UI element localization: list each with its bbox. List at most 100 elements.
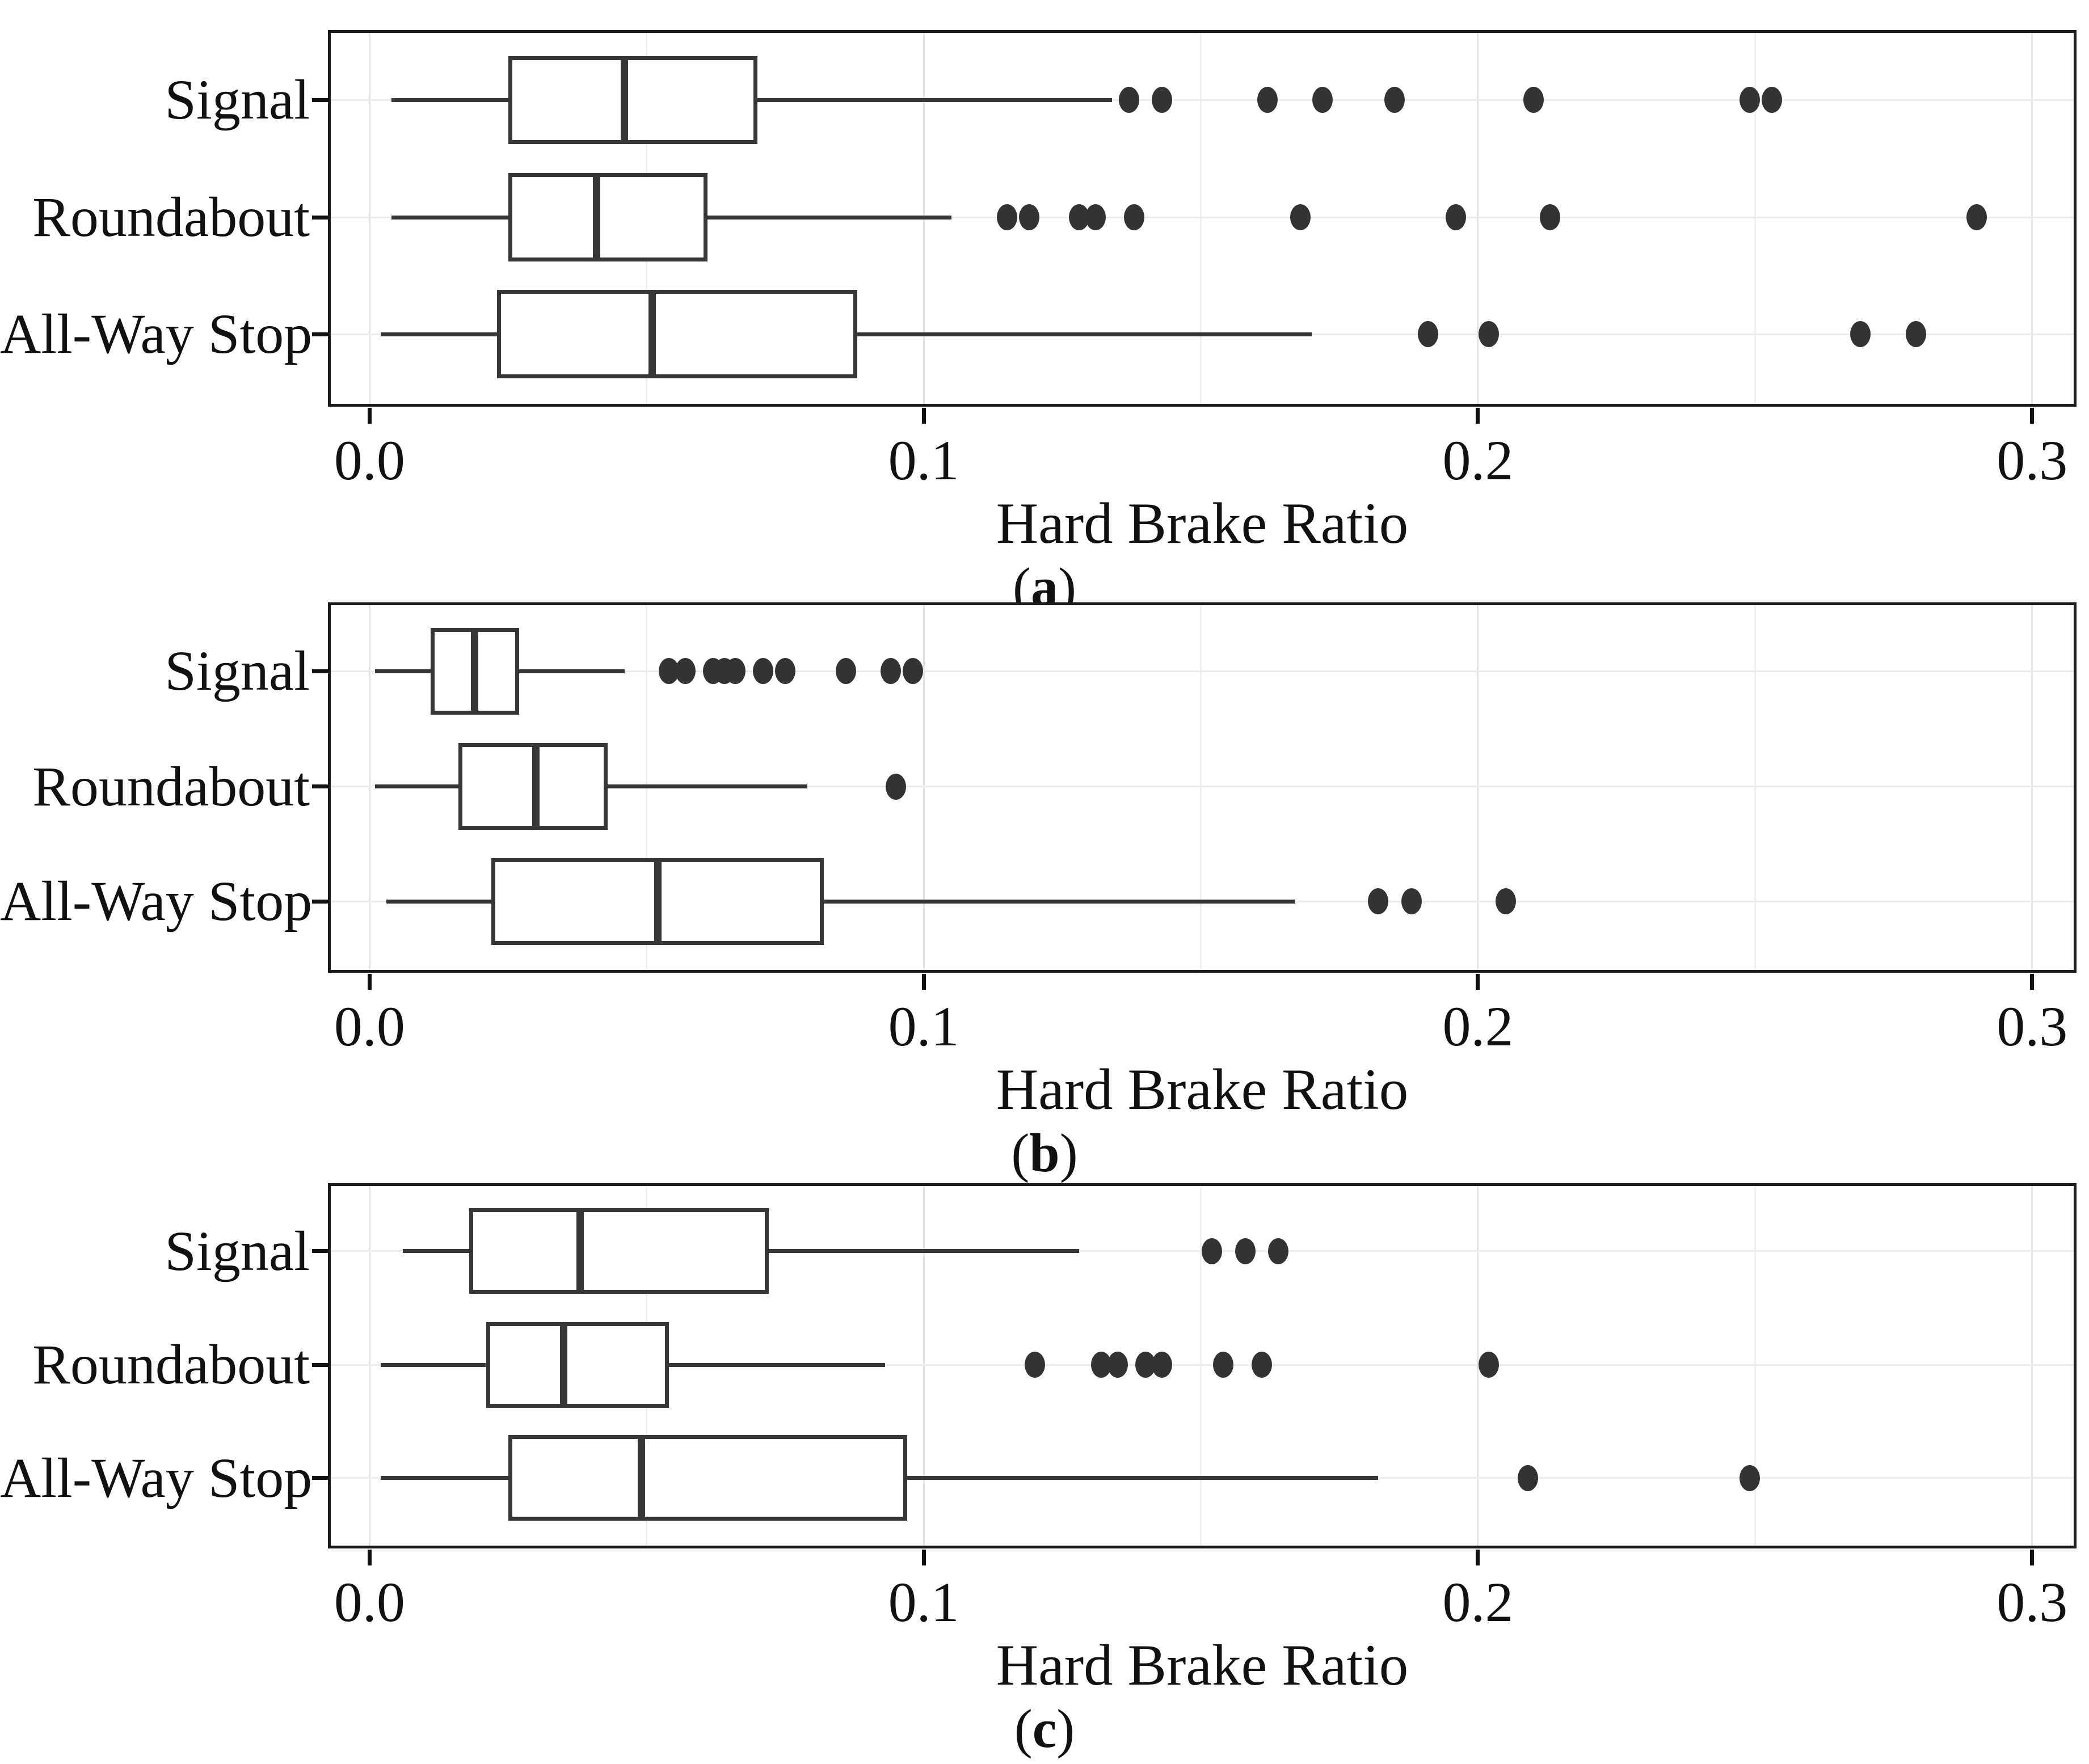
category-label-roundabout: Roundabout — [32, 1333, 310, 1396]
outlier-dot — [1495, 888, 1516, 915]
outlier-dot — [1202, 1238, 1223, 1264]
gridline-major-vertical — [2031, 1186, 2033, 1546]
outlier-dot — [836, 658, 857, 685]
iqr-box — [508, 56, 758, 145]
x-axis-tick-label: 0.1 — [888, 1571, 959, 1634]
outlier-dot — [1257, 87, 1278, 113]
whisker-upper — [757, 98, 1113, 102]
whisker-upper — [768, 1249, 1079, 1254]
outlier-dot — [1739, 87, 1760, 113]
outlier-dot — [1018, 204, 1039, 231]
x-axis-tick — [2030, 974, 2035, 990]
outlier-dot — [752, 658, 773, 685]
outlier-dot — [1850, 321, 1871, 348]
x-axis-tick — [921, 1550, 926, 1565]
outlier-dot — [1152, 1352, 1173, 1378]
gridline-major-vertical — [368, 605, 370, 970]
x-axis-tick — [1476, 408, 1480, 424]
x-axis-tick-label: 0.0 — [334, 1571, 405, 1634]
outlier-dot — [1761, 87, 1782, 113]
iqr-box — [508, 173, 708, 261]
gridline-major-vertical — [923, 605, 925, 970]
outlier-dot — [1966, 204, 1987, 231]
median-line — [593, 173, 601, 261]
outlier-dot — [1268, 1238, 1289, 1264]
gridline-major-vertical — [923, 1186, 925, 1546]
outlier-dot — [1479, 1352, 1500, 1378]
x-axis-tick-label: 0.2 — [1442, 1571, 1514, 1634]
x-axis-tick-label: 0.3 — [1997, 995, 2068, 1058]
median-line — [559, 1322, 567, 1408]
gridline-category-row — [331, 99, 2074, 101]
outlier-dot — [1739, 1465, 1760, 1491]
x-axis-tick-label: 0.2 — [1442, 995, 1514, 1058]
paren-close: ) — [1059, 1122, 1078, 1183]
panel-a-x-axis-title: Hard Brake Ratio — [996, 491, 1409, 556]
category-label-signal: Signal — [165, 68, 310, 132]
median-line — [648, 290, 656, 378]
median-line — [637, 1435, 645, 1521]
gridline-major-vertical — [1477, 33, 1479, 404]
outlier-dot — [902, 658, 923, 685]
whisker-upper — [707, 215, 951, 220]
gridline-minor-vertical — [1754, 33, 1756, 404]
x-axis-tick — [367, 408, 372, 424]
x-axis-tick-label: 0.0 — [334, 429, 405, 492]
x-axis-tick-label: 0.3 — [1997, 429, 2068, 492]
iqr-box — [508, 1435, 907, 1521]
y-axis-tick — [312, 1249, 329, 1254]
panel-a: Hard Brake Ratio (a) Signal Roundabout All… — [0, 0, 2089, 615]
x-axis-tick-label: 0.2 — [1442, 429, 1514, 492]
x-axis-tick — [2030, 408, 2035, 424]
outlier-dot — [880, 658, 901, 685]
x-axis-tick — [921, 974, 926, 990]
x-axis-tick-label: 0.3 — [1997, 1571, 2068, 1634]
x-axis-tick-label: 0.0 — [334, 995, 405, 1058]
x-axis-tick — [367, 974, 372, 990]
category-label-roundabout: Roundabout — [32, 754, 310, 818]
outlier-dot — [1539, 204, 1560, 231]
paren-close: ) — [1056, 1698, 1075, 1759]
outlier-dot — [1445, 204, 1466, 231]
outlier-dot — [1235, 1238, 1256, 1264]
whisker-upper — [519, 669, 625, 673]
gridline-minor-vertical — [1200, 33, 1202, 404]
y-axis-tick — [312, 784, 329, 789]
outlier-dot — [1517, 1465, 1538, 1491]
category-label-signal: Signal — [165, 639, 310, 703]
x-axis-tick — [1476, 974, 1480, 990]
outlier-dot — [1118, 87, 1139, 113]
y-axis-tick — [312, 1476, 329, 1480]
panel-b-letter: (b) — [0, 1125, 2089, 1181]
gridline-major-vertical — [2031, 605, 2033, 970]
whisker-upper — [668, 1362, 885, 1367]
outlier-dot — [1384, 87, 1405, 113]
whisker-lower — [380, 1476, 508, 1480]
median-line — [621, 56, 629, 145]
outlier-dot — [1024, 1352, 1045, 1378]
whisker-lower — [386, 899, 492, 904]
median-line — [471, 627, 479, 715]
y-axis-tick — [312, 899, 329, 904]
outlier-dot — [1152, 87, 1173, 113]
gridline-category-row — [331, 216, 2074, 218]
whisker-upper — [907, 1476, 1379, 1480]
gridline-minor-vertical — [1200, 605, 1202, 970]
iqr-box — [497, 290, 857, 378]
outlier-dot — [996, 204, 1017, 231]
median-line — [654, 858, 662, 945]
median-line — [576, 1208, 584, 1294]
outlier-dot — [1418, 321, 1439, 348]
x-axis-tick — [921, 408, 926, 424]
category-label-signal: Signal — [165, 1219, 310, 1282]
iqr-box — [486, 1322, 669, 1408]
outlier-dot — [1905, 321, 1926, 348]
whisker-upper — [608, 784, 808, 789]
category-label-all-way-stop: All-Way Stop — [0, 1446, 313, 1509]
gridline-major-vertical — [368, 1186, 370, 1546]
outlier-dot — [1212, 1352, 1233, 1378]
whisker-upper — [857, 332, 1312, 336]
panel-c-letter: (c) — [0, 1700, 2089, 1757]
y-axis-tick — [312, 215, 329, 220]
